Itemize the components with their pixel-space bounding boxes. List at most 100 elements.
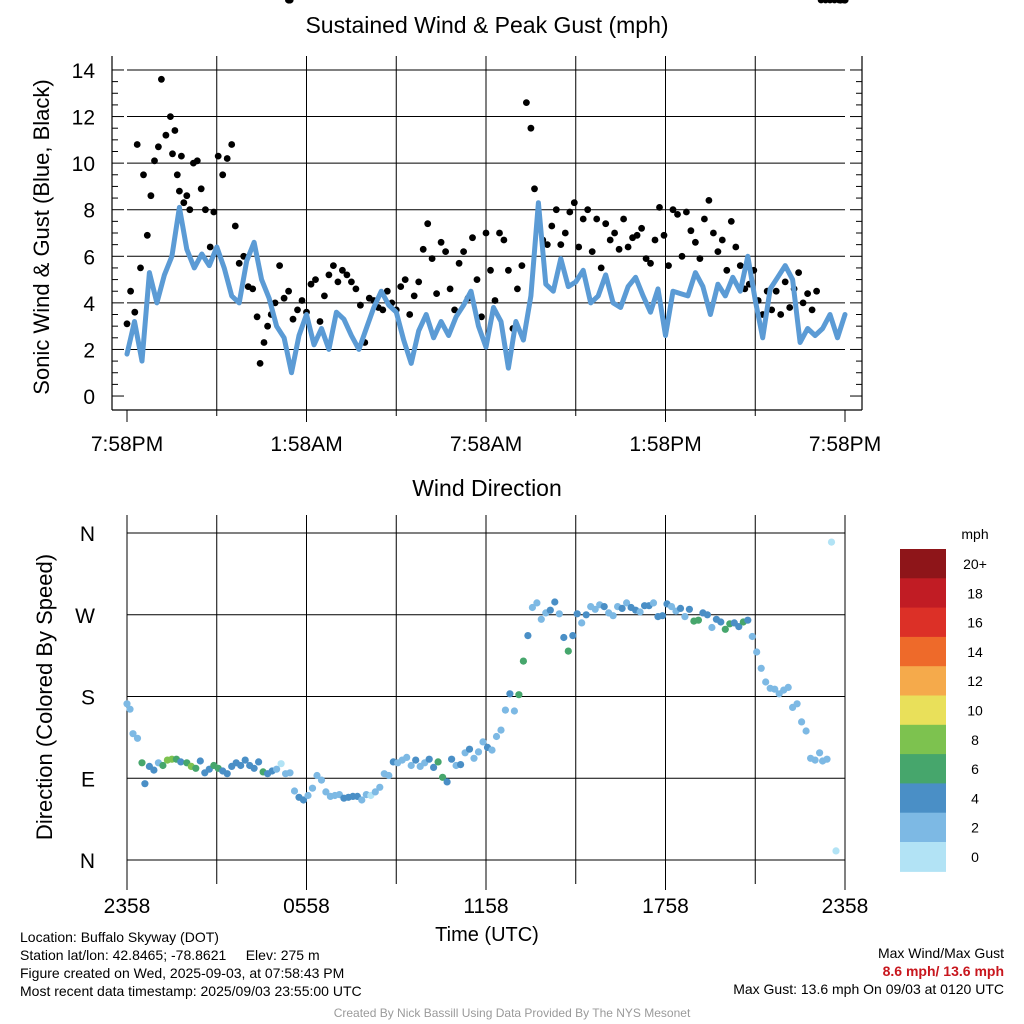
direction-point bbox=[126, 705, 134, 713]
gust-point bbox=[249, 285, 257, 293]
direction-point bbox=[681, 613, 689, 621]
gust-point bbox=[678, 252, 686, 260]
direction-point bbox=[123, 700, 131, 708]
gust-point bbox=[235, 259, 243, 267]
gust-point bbox=[348, 278, 355, 286]
y-tick-label: 4 bbox=[83, 293, 95, 316]
gust-point bbox=[176, 187, 183, 195]
gust-point bbox=[736, 262, 744, 269]
gust-point bbox=[316, 318, 324, 325]
gust-point bbox=[223, 155, 231, 162]
direction-point bbox=[255, 758, 263, 766]
gust-point bbox=[451, 306, 458, 314]
gust-point bbox=[151, 157, 158, 165]
x-tick-label: 7:58PM bbox=[91, 433, 163, 456]
gust-point bbox=[768, 306, 776, 314]
gust-point bbox=[276, 262, 283, 269]
direction-point bbox=[793, 700, 801, 708]
direction-point bbox=[636, 608, 644, 616]
direction-point bbox=[841, 0, 849, 4]
gust-point bbox=[813, 287, 820, 295]
created-text: Figure created on Wed, 2025-09-03, at 07… bbox=[20, 965, 345, 981]
chart-title: Sustained Wind & Peak Gust (mph) bbox=[305, 12, 668, 38]
direction-point bbox=[412, 756, 420, 764]
y-tick-label: 14 bbox=[72, 60, 96, 83]
direction-point bbox=[717, 618, 725, 626]
colorbar-swatch bbox=[900, 724, 946, 755]
gust-point bbox=[180, 199, 188, 207]
gust-point bbox=[552, 206, 560, 214]
direction-point bbox=[560, 633, 568, 642]
direction-point bbox=[757, 664, 765, 672]
gust-point bbox=[140, 171, 147, 179]
wind-series bbox=[124, 200, 848, 376]
direction-point bbox=[488, 746, 496, 754]
gust-point bbox=[147, 192, 155, 200]
speed-colorbar: mph 20+ 18 16 14 12 10 8 6 4 2 0 bbox=[900, 526, 989, 872]
direction-point bbox=[582, 611, 590, 619]
gust-point bbox=[183, 192, 191, 200]
gust-point bbox=[214, 152, 222, 160]
direction-point bbox=[497, 726, 505, 734]
direction-point bbox=[515, 691, 523, 699]
gust-point bbox=[523, 99, 530, 106]
gust-point bbox=[561, 229, 569, 237]
direction-point bbox=[141, 780, 149, 788]
gust-point bbox=[732, 243, 740, 251]
colorbar-swatch bbox=[900, 636, 946, 667]
colorbar-swatch bbox=[900, 666, 946, 697]
direction-point bbox=[223, 770, 231, 778]
direction-point bbox=[133, 734, 142, 742]
gust-point bbox=[131, 308, 139, 316]
gust-point bbox=[197, 185, 205, 193]
x-tick-label: 2358 bbox=[822, 895, 869, 918]
gust-point bbox=[714, 248, 722, 256]
gust-point bbox=[795, 269, 802, 276]
direction-point bbox=[748, 632, 756, 641]
direction-point bbox=[649, 599, 658, 607]
gust-point bbox=[357, 301, 364, 309]
colorbar-swatch bbox=[900, 607, 946, 638]
direction-point bbox=[609, 612, 617, 620]
gust-point bbox=[410, 292, 418, 300]
gust-point bbox=[651, 236, 659, 244]
direction-point bbox=[308, 784, 317, 792]
gust-point bbox=[548, 222, 556, 230]
gust-point bbox=[202, 206, 209, 214]
direction-point bbox=[569, 632, 577, 640]
gust-point bbox=[352, 285, 360, 293]
gust-point bbox=[383, 287, 391, 295]
direction-point bbox=[492, 732, 501, 741]
gust-point bbox=[460, 248, 467, 256]
gust-point bbox=[777, 311, 785, 318]
direction-point bbox=[474, 748, 483, 756]
y-tick-label: 12 bbox=[72, 107, 95, 130]
gust-point bbox=[158, 75, 165, 83]
direction-point bbox=[434, 758, 442, 766]
gust-point bbox=[602, 220, 610, 228]
gust-series bbox=[123, 0, 847, 367]
gust-point bbox=[786, 304, 794, 311]
gust-point bbox=[518, 262, 526, 269]
gust-point bbox=[253, 313, 261, 321]
gust-point bbox=[710, 229, 717, 237]
gust-point bbox=[584, 206, 592, 214]
y-axis-label: Sonic Wind & Gust (Blue, Black) bbox=[29, 79, 54, 394]
direction-point bbox=[138, 759, 146, 767]
gust-point bbox=[419, 245, 427, 253]
axes: 2358 0558 1158 1758 2358 N E S W N bbox=[75, 523, 868, 918]
direction-point bbox=[439, 773, 447, 781]
x-tick-label: 1758 bbox=[642, 895, 689, 918]
y-tick-label: 8 bbox=[83, 200, 95, 223]
gust-point bbox=[665, 262, 672, 269]
direction-point bbox=[129, 730, 137, 738]
direction-point bbox=[457, 761, 465, 769]
direction-point bbox=[196, 757, 204, 765]
wind-direction-chart: Wind Direction Direction (Colored By Spe… bbox=[32, 0, 868, 946]
gust-point bbox=[606, 236, 614, 244]
credit-text: Created By Nick Bassill Using Data Provi… bbox=[333, 1006, 691, 1020]
station-info: Location: Buffalo Skyway (DOT) Station l… bbox=[20, 928, 362, 1000]
colorbar-label: 14 bbox=[967, 644, 983, 660]
gust-point bbox=[173, 171, 181, 179]
gust-point bbox=[307, 280, 315, 288]
